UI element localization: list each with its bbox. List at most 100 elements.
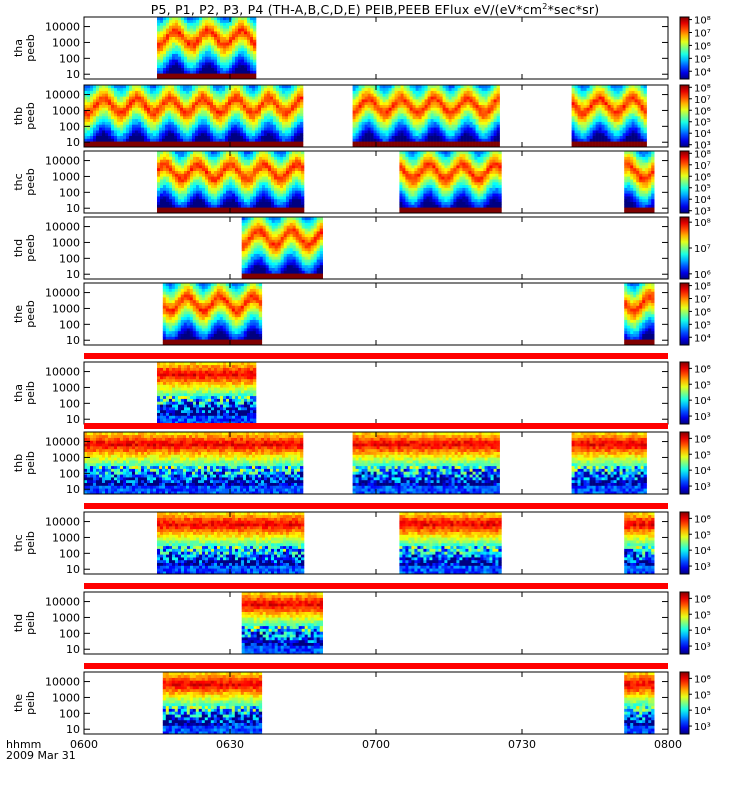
y-label-line1: thb xyxy=(12,107,25,125)
colorbar-tick-label: 10⁶ xyxy=(694,307,711,318)
colorbar-tick-label: 10⁶ xyxy=(694,270,711,281)
panel-thc-peib: 10 100 1000 10000 thc peib 10³ 10⁴ 10⁵ 10⁶ xyxy=(12,503,711,576)
colorbar-tick-label: 10⁴ xyxy=(694,333,711,344)
separator-band xyxy=(84,583,668,589)
y-label-line1: the xyxy=(12,694,25,712)
data-interval-1 xyxy=(157,362,257,425)
x-axis-date: 2009 Mar 31 xyxy=(6,749,76,762)
y-label-line2: peib xyxy=(24,611,37,635)
chart-title: P5, P1, P2, P3, P4 (TH-A,B,C,D,E) PEIB,P… xyxy=(150,2,600,18)
colorbar-tick-label: 10⁴ xyxy=(694,396,711,407)
y-axis-label: thb peib xyxy=(12,451,37,475)
data-interval-3 xyxy=(624,512,655,575)
y-tick-label: 10 xyxy=(66,268,80,281)
colorbar-tick-label: 10⁶ xyxy=(694,594,711,605)
colorbar-tick-label: 10⁶ xyxy=(694,674,711,685)
data-interval-2 xyxy=(399,512,502,575)
colorbar-tick-label: 10⁶ xyxy=(694,434,711,445)
y-tick-label: 10000 xyxy=(45,155,80,168)
y-tick-label: 100 xyxy=(59,52,80,65)
y-axis-label: the peib xyxy=(12,691,37,715)
colorbar-tick-label: 10³ xyxy=(694,141,711,152)
y-tick-label: 1000 xyxy=(52,691,80,704)
colorbar-tick-label: 10⁸ xyxy=(694,282,711,293)
data-interval-2 xyxy=(624,283,655,346)
data-interval-2 xyxy=(352,85,500,148)
data-interval-1 xyxy=(157,151,305,214)
y-tick-label: 1000 xyxy=(52,236,80,249)
y-axis-label: thc peeb xyxy=(12,168,37,196)
colorbar xyxy=(679,16,690,80)
y-tick-label: 10000 xyxy=(45,676,80,689)
y-label-line2: peeb xyxy=(24,102,37,130)
colorbar-tick-label: 10³ xyxy=(694,642,711,653)
y-tick-label: 100 xyxy=(59,186,80,199)
y-tick-label: 10 xyxy=(66,334,80,347)
colorbar-tick-label: 10⁶ xyxy=(694,106,711,117)
y-axis-label: tha peib xyxy=(12,381,37,405)
y-label-line2: peib xyxy=(24,531,37,555)
panel-thb-peib: 10 100 1000 10000 thb peib 10³ 10⁴ 10⁵ 10⁶ xyxy=(12,423,711,496)
x-tick-label: 0800 xyxy=(654,738,682,751)
y-tick-label: 10 xyxy=(66,202,80,215)
y-tick-label: 1000 xyxy=(52,104,80,117)
y-label-line1: thd xyxy=(12,239,25,257)
data-interval-2 xyxy=(352,432,500,495)
y-tick-label: 100 xyxy=(59,627,80,640)
colorbar-tick-label: 10⁷ xyxy=(694,161,711,172)
separator-band xyxy=(84,503,668,509)
colorbar xyxy=(679,511,690,575)
colorbar-tick-label: 10⁶ xyxy=(694,41,711,52)
y-tick-label: 100 xyxy=(59,707,80,720)
y-axis-label: the peeb xyxy=(12,300,37,328)
colorbar-tick-label: 10⁵ xyxy=(694,184,711,195)
x-axis-label: hhmm xyxy=(6,738,41,751)
y-tick-label: 100 xyxy=(59,252,80,265)
y-label-line1: thc xyxy=(12,534,25,551)
y-tick-label: 1000 xyxy=(52,36,80,49)
colorbar-tick-label: 10⁷ xyxy=(694,295,711,306)
y-tick-label: 10000 xyxy=(45,21,80,34)
separator-band xyxy=(84,423,668,429)
colorbar xyxy=(679,671,690,735)
panel-thd-peeb: 10 100 1000 10000 thd peeb 10⁶ 10⁷ 10⁸ xyxy=(12,216,711,281)
data-interval-1 xyxy=(84,432,304,495)
colorbar xyxy=(679,591,690,655)
colorbar-tick-label: 10³ xyxy=(694,722,711,733)
y-tick-label: 1000 xyxy=(52,381,80,394)
colorbar-tick-label: 10⁴ xyxy=(694,195,711,206)
colorbar-tick-label: 10⁵ xyxy=(694,54,711,65)
data-interval-2 xyxy=(624,672,655,735)
y-tick-label: 10 xyxy=(66,136,80,149)
colorbar-tick-label: 10⁵ xyxy=(694,380,711,391)
colorbar-tick-label: 10⁵ xyxy=(694,450,711,461)
colorbar-tick-label: 10⁶ xyxy=(694,514,711,525)
y-tick-label: 10 xyxy=(66,563,80,576)
colorbar xyxy=(679,216,690,280)
y-label-line2: peeb xyxy=(24,168,37,196)
data-interval-1 xyxy=(157,17,257,80)
data-interval-1 xyxy=(241,592,323,655)
y-axis-label: thb peeb xyxy=(12,102,37,130)
colorbar-tick-label: 10⁷ xyxy=(694,29,711,40)
y-tick-label: 1000 xyxy=(52,531,80,544)
y-label-line1: thb xyxy=(12,454,25,472)
y-label-line2: peib xyxy=(24,691,37,715)
data-interval-3 xyxy=(624,151,655,214)
x-tick-label: 0630 xyxy=(216,738,244,751)
panel-tha-peib: 10 100 1000 10000 tha peib 10³ 10⁴ 10⁵ 10⁶ xyxy=(12,353,711,426)
y-tick-label: 10 xyxy=(66,68,80,81)
colorbar-tick-label: 10⁵ xyxy=(694,320,711,331)
colorbar-tick-label: 10³ xyxy=(694,562,711,573)
colorbar-tick-label: 10⁴ xyxy=(694,67,711,78)
y-tick-label: 100 xyxy=(59,467,80,480)
colorbar-tick-label: 10⁴ xyxy=(694,466,711,477)
y-tick-label: 1000 xyxy=(52,302,80,315)
y-tick-label: 10 xyxy=(66,413,80,426)
colorbar-tick-label: 10⁸ xyxy=(694,83,711,94)
